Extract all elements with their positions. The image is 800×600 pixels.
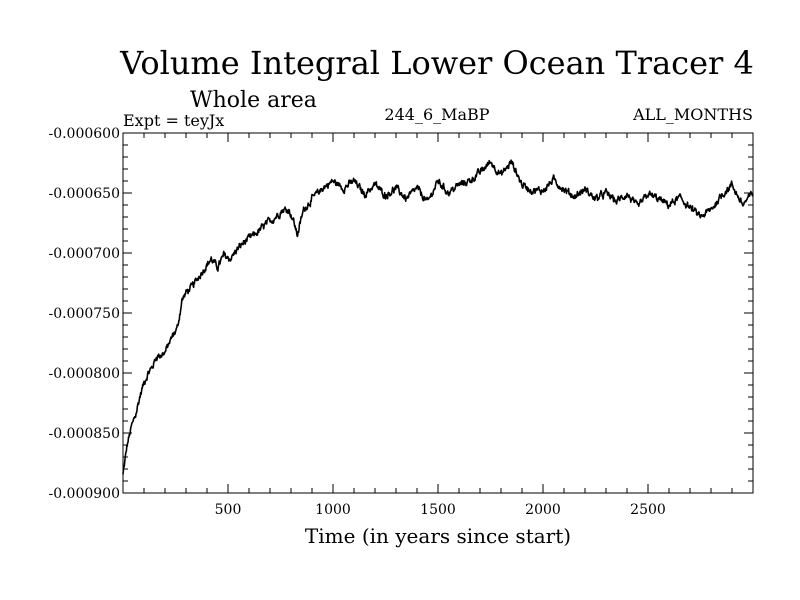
y-tick-label: -0.000850 <box>48 426 120 442</box>
x-tick-label: 2000 <box>525 502 561 518</box>
axis-ticks <box>123 133 753 493</box>
x-axis-label: Time (in years since start) <box>305 524 571 548</box>
x-tick-label: 2500 <box>630 502 666 518</box>
chart-subtitle: Whole area <box>190 88 317 113</box>
x-tick-label: 1500 <box>420 502 456 518</box>
x-tick-label: 500 <box>215 502 242 518</box>
chart-title: Volume Integral Lower Ocean Tracer 4 <box>119 44 754 82</box>
y-tick-label: -0.000600 <box>48 126 120 142</box>
plot-frame <box>122 132 754 494</box>
y-tick-label: -0.000750 <box>48 306 120 322</box>
y-tick-label: -0.000650 <box>48 186 120 202</box>
expt-label: Expt = teyJx <box>123 111 224 130</box>
y-tick-label: -0.000700 <box>48 246 120 262</box>
y-tick-labels: -0.000900 -0.000850 -0.000800 -0.000750 -0.0… <box>48 126 120 502</box>
run-label: 244_6_MaBP <box>384 105 489 124</box>
y-tick-label: -0.000900 <box>48 486 120 502</box>
series-line <box>122 159 754 475</box>
y-tick-label: -0.000800 <box>48 366 120 382</box>
x-tick-label: 1000 <box>315 502 351 518</box>
x-tick-labels: 500 1000 1500 2000 2500 <box>215 502 666 518</box>
months-label: ALL_MONTHS <box>632 105 753 124</box>
